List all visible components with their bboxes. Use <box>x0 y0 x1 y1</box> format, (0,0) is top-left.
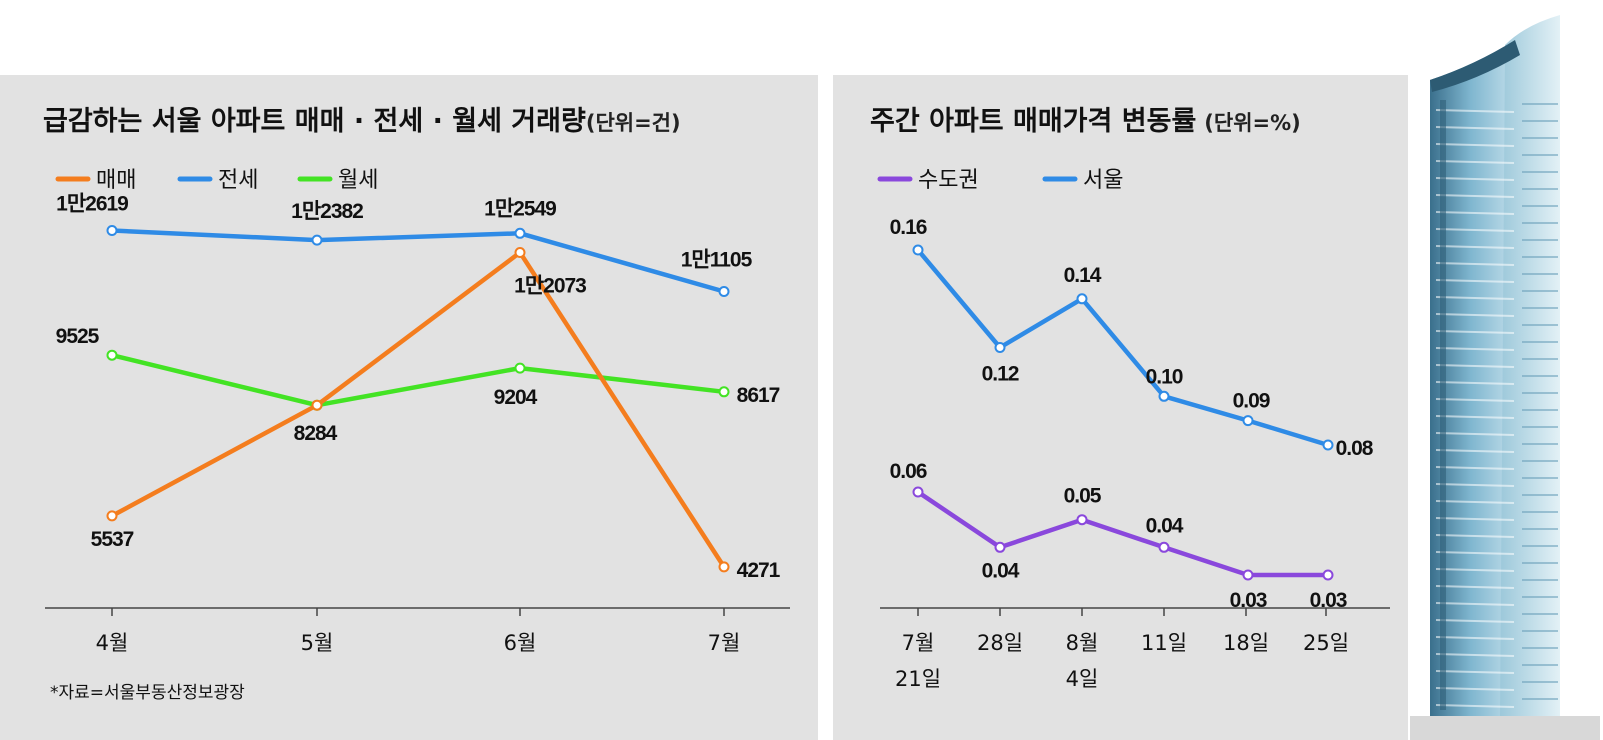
transaction-volume-chart: 급감하는 서울 아파트 매매 · 전세 · 월세 거래량(단위=건) 매매 전세 월… <box>0 75 818 740</box>
weekly-price-change-chart: 주간 아파트 매매가격 변동률 (단위=%) 수도권 서울 7월 21일 28일 8월 4일… <box>833 75 1408 740</box>
data-point-jeonse <box>514 227 526 239</box>
series-line-seoul <box>915 247 1331 448</box>
legend-item-capital: 수도권 <box>877 168 979 193</box>
series-line-monthly <box>109 352 727 408</box>
data-label-jeonse: 1만1105 <box>681 249 753 272</box>
data-label-capital: 0.05 <box>1064 485 1102 508</box>
data-point-capital <box>1158 541 1170 553</box>
data-point-seoul <box>994 342 1006 353</box>
legend-label: 매매 <box>96 168 136 193</box>
legend-item-sale: 매매 <box>55 168 136 193</box>
building-illustration <box>1410 15 1600 740</box>
data-label-jeonse: 1만2382 <box>291 200 363 223</box>
series-line-jeonse <box>109 228 727 294</box>
data-label-capital: 0.03 <box>1310 589 1347 612</box>
data-label-seoul: 0.12 <box>982 363 1019 386</box>
legend-label: 서울 <box>1083 168 1123 193</box>
x-tick-label: 4일 <box>1066 667 1099 691</box>
data-label-capital: 0.04 <box>1146 514 1184 537</box>
data-point-jeonse <box>106 225 118 236</box>
data-point-seoul <box>912 244 924 256</box>
x-tick-label: 18일 <box>1223 631 1269 655</box>
legend-label: 전세 <box>218 168 258 193</box>
data-point-capital <box>1242 569 1254 581</box>
x-tick-label: 5월 <box>301 631 334 655</box>
data-point-seoul <box>1158 390 1170 402</box>
data-point-capital <box>994 541 1006 553</box>
data-label-seoul: 0.08 <box>1336 437 1374 460</box>
data-label-capital: 0.06 <box>890 460 927 483</box>
x-tick-label: 7월 <box>902 631 935 655</box>
x-axis: 4월 5월 6월 7월 <box>96 608 741 655</box>
legend-item-monthly: 월세 <box>297 168 378 193</box>
data-label-seoul: 0.09 <box>1233 390 1270 413</box>
data-point-seoul <box>1242 415 1254 427</box>
data-label-capital: 0.04 <box>982 559 1020 582</box>
x-tick-label: 6월 <box>504 631 537 655</box>
plot-area: 0.06 0.04 0.05 0.04 0.03 0.03 0.16 0.12 0.14 0.10… <box>890 216 1375 612</box>
data-label-sale: 1만2073 <box>514 275 586 298</box>
data-point-capital <box>912 486 924 498</box>
data-label-jeonse: 1만2619 <box>56 193 128 216</box>
data-label-monthly: 8617 <box>737 384 780 407</box>
x-tick-label: 7월 <box>708 631 741 655</box>
panel-background <box>833 75 1408 740</box>
panel-background <box>0 75 818 740</box>
series-line-capital <box>915 489 1331 578</box>
data-label-seoul: 0.16 <box>890 216 927 239</box>
x-tick-label: 28일 <box>977 631 1023 655</box>
legend: 수도권 서울 <box>877 168 1123 193</box>
data-label-jeonse: 1만2549 <box>484 197 556 220</box>
data-label-sale: 4271 <box>737 559 781 582</box>
x-axis: 7월 21일 28일 8월 4일 11일 18일 25일 <box>895 608 1349 691</box>
data-label-sale: 5537 <box>91 528 134 551</box>
data-point-jeonse <box>718 286 730 297</box>
legend-item-jeonse: 전세 <box>177 168 258 193</box>
data-point-monthly <box>718 386 730 398</box>
data-point-monthly <box>106 349 118 361</box>
data-label-monthly: 9204 <box>494 386 538 409</box>
x-tick-label: 21일 <box>895 667 941 691</box>
data-point-capital <box>1076 514 1088 526</box>
data-point-sale <box>106 510 118 522</box>
legend: 매매 전세 월세 <box>55 168 378 193</box>
data-point-seoul <box>1322 439 1334 451</box>
data-label-seoul: 0.14 <box>1064 264 1102 287</box>
x-tick-label: 25일 <box>1303 631 1349 655</box>
data-point-sale <box>311 399 323 411</box>
data-point-sale <box>514 247 526 258</box>
data-label-capital: 0.03 <box>1230 589 1267 612</box>
chart-title: 급감하는 서울 아파트 매매 · 전세 · 월세 거래량(단위=건) <box>43 106 681 137</box>
x-tick-label: 4월 <box>96 631 129 655</box>
data-label-seoul: 0.10 <box>1146 365 1183 388</box>
legend-item-seoul: 서울 <box>1042 168 1123 193</box>
data-point-sale <box>718 561 730 573</box>
chart-title: 주간 아파트 매매가격 변동률 (단위=%) <box>870 106 1301 137</box>
data-point-capital <box>1322 569 1334 581</box>
data-label-monthly: 9525 <box>56 325 100 348</box>
legend-label: 월세 <box>338 168 378 193</box>
data-point-jeonse <box>311 234 323 246</box>
plot-area: 5537 8284 1만2073 4271 1만2619 1만2382 1만2549 1만11… <box>56 193 782 582</box>
series-line-sale <box>109 250 727 570</box>
data-point-monthly <box>514 362 526 374</box>
data-point-seoul <box>1076 293 1088 305</box>
source-note: *자료=서울부동산정보광장 <box>50 683 245 703</box>
x-tick-label: 11일 <box>1141 631 1187 655</box>
data-label-sale: 8284 <box>294 422 338 445</box>
x-tick-label: 8월 <box>1066 631 1099 655</box>
legend-label: 수도권 <box>918 168 979 193</box>
